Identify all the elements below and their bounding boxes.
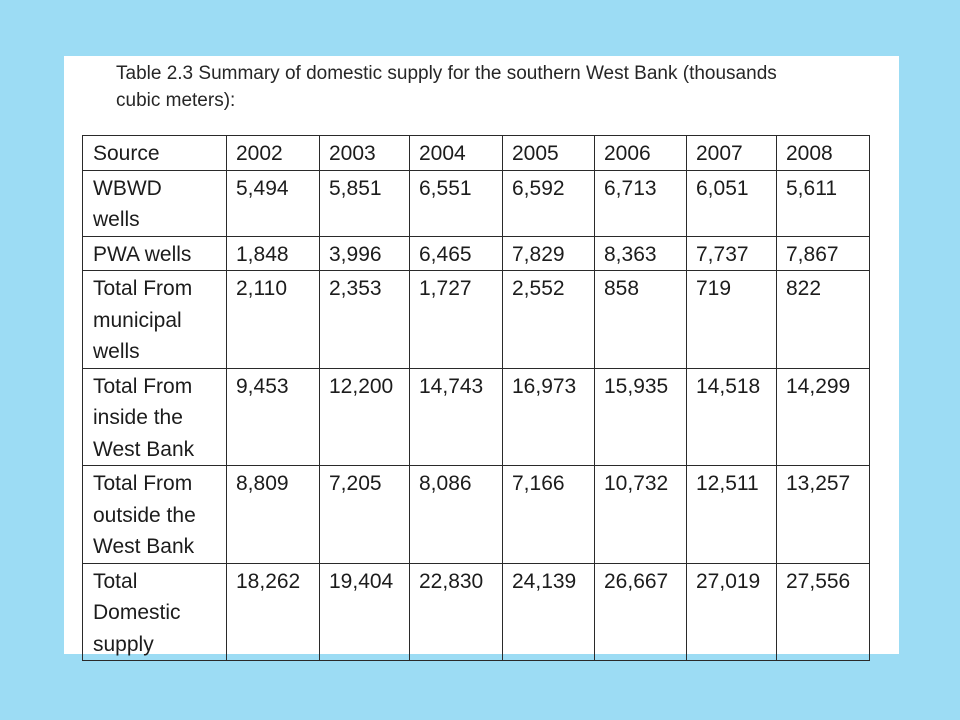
table-row-inside-west-bank: Total From inside the West Bank 9,453 12… (82, 367, 870, 466)
value-cell-2006: 10,732 (594, 465, 687, 564)
row-label-line: WBWD (93, 176, 162, 200)
value-cell-2007: 719 (686, 270, 777, 369)
value-cell-2002: 9,453 (226, 367, 320, 466)
header-cell-2002: 2002 (226, 135, 320, 171)
value-cell-2004: 14,743 (409, 367, 503, 466)
value-cell-2008: 822 (776, 270, 870, 369)
table-header-row: Source 2002 2003 2004 2005 2006 2007 200… (82, 135, 870, 171)
header-cell-source: Source (82, 135, 227, 171)
row-label-line: West Bank (93, 535, 195, 558)
header-cell-2008: 2008 (776, 135, 870, 171)
value-cell-2008: 7,867 (776, 235, 870, 271)
header-cell-2007: 2007 (686, 135, 777, 171)
caption-line-1: Table 2.3 Summary of domestic supply for… (116, 63, 777, 84)
row-label-line: Total From (93, 472, 193, 495)
row-label-line: wells (93, 208, 140, 231)
value-cell-2002: 8,809 (226, 465, 320, 564)
row-label-line: West Bank (93, 437, 195, 461)
value-cell-2004: 1,727 (409, 270, 503, 369)
row-label-line: supply (93, 632, 154, 656)
header-cell-2003: 2003 (319, 135, 410, 171)
value-cell-2002: 1,848 (226, 235, 320, 271)
row-label-line: Total From (93, 374, 193, 398)
value-cell-2007: 6,051 (686, 169, 777, 237)
table-row-wbwd-wells: WBWD wells 5,494 5,851 6,551 6,592 6,713… (82, 169, 870, 237)
value-cell-2006: 26,667 (594, 562, 687, 661)
value-cell-2008: 27,556 (776, 562, 870, 661)
value-cell-2003: 3,996 (319, 235, 410, 271)
value-cell-2003: 5,851 (319, 169, 410, 237)
value-cell-2006: 8,363 (594, 235, 687, 271)
value-cell-2006: 858 (594, 270, 687, 369)
value-cell-2003: 12,200 (319, 367, 410, 466)
table-row-outside-west-bank: Total From outside the West Bank 8,809 7… (82, 465, 870, 564)
value-cell-2007: 14,518 (686, 367, 777, 466)
row-label-cell: PWA wells (82, 235, 227, 271)
header-cell-2004: 2004 (409, 135, 503, 171)
table-row-pwa-wells: PWA wells 1,848 3,996 6,465 7,829 8,363 … (82, 235, 870, 271)
value-cell-2005: 2,552 (502, 270, 595, 369)
row-label-line: outside the (93, 503, 196, 527)
row-label-cell: Total Domestic supply (82, 562, 227, 661)
table-caption: Table 2.3 Summary of domestic supply for… (116, 60, 836, 114)
row-label-line: PWA wells (93, 242, 192, 266)
value-cell-2005: 16,973 (502, 367, 595, 466)
row-label-line: Domestic (93, 601, 181, 624)
value-cell-2008: 13,257 (776, 465, 870, 564)
row-label-line: inside the (93, 406, 183, 429)
value-cell-2005: 7,166 (502, 465, 595, 564)
domestic-supply-table: Source 2002 2003 2004 2005 2006 2007 200… (82, 135, 870, 661)
value-cell-2006: 15,935 (594, 367, 687, 466)
value-cell-2007: 7,737 (686, 235, 777, 271)
row-label-cell: WBWD wells (82, 169, 227, 237)
value-cell-2004: 6,551 (409, 169, 503, 237)
value-cell-2007: 27,019 (686, 562, 777, 661)
value-cell-2005: 7,829 (502, 235, 595, 271)
header-cell-2005: 2005 (502, 135, 595, 171)
value-cell-2008: 14,299 (776, 367, 870, 466)
value-cell-2008: 5,611 (776, 169, 870, 237)
row-label-line: wells (93, 340, 140, 363)
value-cell-2003: 19,404 (319, 562, 410, 661)
header-cell-2006: 2006 (594, 135, 687, 171)
row-label-cell: Total From outside the West Bank (82, 465, 227, 564)
value-cell-2004: 22,830 (409, 562, 503, 661)
value-cell-2002: 18,262 (226, 562, 320, 661)
value-cell-2003: 2,353 (319, 270, 410, 369)
row-label-line: Total (93, 569, 138, 593)
value-cell-2002: 5,494 (226, 169, 320, 237)
value-cell-2006: 6,713 (594, 169, 687, 237)
value-cell-2005: 24,139 (502, 562, 595, 661)
row-label-line: municipal (93, 308, 182, 332)
caption-line-2: cubic meters): (116, 90, 236, 111)
table-row-total-domestic-supply: Total Domestic supply 18,262 19,404 22,8… (82, 562, 870, 661)
row-label-cell: Total From inside the West Bank (82, 367, 227, 466)
value-cell-2002: 2,110 (226, 270, 320, 369)
value-cell-2005: 6,592 (502, 169, 595, 237)
value-cell-2004: 8,086 (409, 465, 503, 564)
row-label-cell: Total From municipal wells (82, 270, 227, 369)
value-cell-2004: 6,465 (409, 235, 503, 271)
value-cell-2003: 7,205 (319, 465, 410, 564)
row-label-line: Total From (93, 277, 193, 300)
slide-panel: Table 2.3 Summary of domestic supply for… (64, 56, 899, 661)
table-row-municipal-wells: Total From municipal wells 2,110 2,353 1… (82, 270, 870, 369)
value-cell-2007: 12,511 (686, 465, 777, 564)
